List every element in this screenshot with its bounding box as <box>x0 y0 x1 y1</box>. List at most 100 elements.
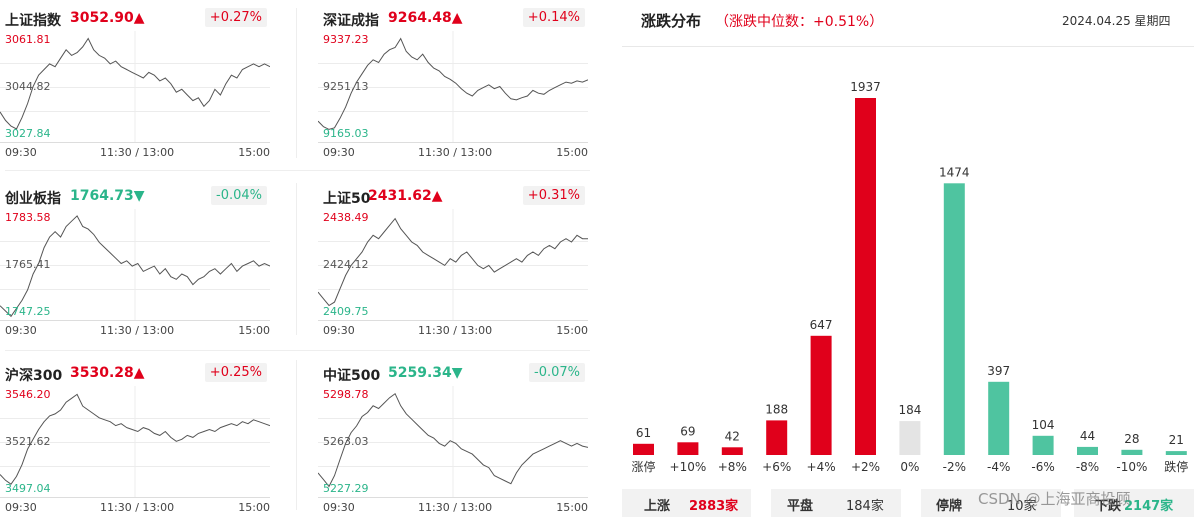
y-axis-low-label: 9165.03 <box>323 127 369 140</box>
bar[interactable] <box>1165 451 1187 455</box>
index-price-value: 9264.48 <box>388 10 452 26</box>
index-header: 深证成指 9264.48▲ +0.14% <box>318 5 588 29</box>
intraday-chart <box>318 31 588 143</box>
index-panel[interactable]: 上证50 2431.62▲ +0.31% 2438.49 2424.12 2409.75 0… <box>318 183 588 351</box>
x-axis-tick-label: 15:00 <box>556 501 588 514</box>
x-axis-tick-label: 11:30 / 13:00 <box>418 501 493 514</box>
stat-label: 下跌 <box>1095 499 1122 514</box>
index-panel[interactable]: 上证指数 3052.90▲ +0.27% 3061.81 3044.82 3027.84 0… <box>0 5 270 173</box>
bar-value-label: 647 <box>810 318 833 332</box>
intraday-chart <box>318 386 588 498</box>
x-axis-tick-label: 09:30 <box>5 146 37 159</box>
index-price: 3530.28▲ <box>70 365 145 381</box>
y-axis-mid-label: 9251.13 <box>323 80 369 93</box>
index-panel[interactable]: 中证500 5259.34▼ -0.07% 5298.78 5263.03 5227.29… <box>318 360 588 519</box>
x-axis-tick-label: +10% <box>670 460 707 474</box>
index-price-value: 1764.73 <box>70 188 134 204</box>
x-axis-tick-label: -4% <box>987 460 1010 474</box>
y-axis-high-label: 3061.81 <box>5 33 51 46</box>
bar[interactable] <box>943 183 965 456</box>
stat-value: 10家 <box>1007 499 1037 514</box>
index-change-badge: +0.14% <box>522 8 585 27</box>
x-axis-tick-label: 涨停 <box>631 459 655 474</box>
distribution-title: 涨跌分布 <box>641 12 702 30</box>
price-line <box>318 392 588 488</box>
bar-value-label: 397 <box>987 364 1010 378</box>
bar[interactable] <box>899 421 921 455</box>
index-header: 中证500 5259.34▼ -0.07% <box>318 360 588 384</box>
stat-value: 2147家 <box>1124 499 1174 514</box>
stat-label: 平盘 <box>787 499 814 514</box>
x-axis-tick-label: 0% <box>900 460 919 474</box>
stat-value: 184家 <box>846 499 884 514</box>
index-panel[interactable]: 深证成指 9264.48▲ +0.14% 9337.23 9251.13 9165.03 0… <box>318 5 588 173</box>
bar-value-label: 184 <box>898 403 921 417</box>
index-change-badge: -0.04% <box>211 186 267 205</box>
intraday-chart <box>318 209 588 321</box>
trading-date: 2024.04.25 星期四 <box>1062 14 1171 28</box>
bar[interactable] <box>810 335 832 455</box>
index-price-value: 2431.62 <box>368 188 432 204</box>
bar[interactable] <box>1032 435 1054 455</box>
bar-value-label: 42 <box>725 429 740 443</box>
bar-value-label: 61 <box>636 426 651 440</box>
column-divider <box>296 8 297 158</box>
x-axis-tick-label: 11:30 / 13:00 <box>100 146 175 159</box>
bar[interactable] <box>766 420 788 455</box>
price-line <box>0 215 270 318</box>
index-panel[interactable]: 创业板指 1764.73▼ -0.04% 1783.58 1765.41 1747.25 0… <box>0 183 270 351</box>
x-axis-tick-label: 11:30 / 13:00 <box>100 324 175 337</box>
x-axis-tick-label: 15:00 <box>556 146 588 159</box>
x-axis-tick-label: 15:00 <box>556 324 588 337</box>
bar-value-label: 188 <box>765 402 788 416</box>
x-axis-tick-label: 09:30 <box>5 501 37 514</box>
index-header: 上证指数 3052.90▲ +0.27% <box>0 5 270 29</box>
stat-box: 上涨 2883家 <box>622 489 751 517</box>
price-line <box>0 393 270 485</box>
intraday-chart <box>0 31 270 143</box>
row-divider <box>5 350 590 351</box>
arrow-up-icon: ▲ <box>451 10 463 26</box>
price-line <box>318 37 588 130</box>
index-price-value: 5259.34 <box>388 365 452 381</box>
bar[interactable] <box>721 447 743 455</box>
index-header: 沪深300 3530.28▲ +0.25% <box>0 360 270 384</box>
bar-value-label: 104 <box>1032 418 1055 432</box>
index-name: 创业板指 <box>5 191 61 207</box>
column-divider <box>296 183 297 335</box>
y-axis-high-label: 3546.20 <box>5 388 51 401</box>
y-axis-low-label: 3027.84 <box>5 127 51 140</box>
index-price: 2431.62▲ <box>368 188 443 204</box>
arrow-up-icon: ▲ <box>431 188 443 204</box>
intraday-chart <box>0 386 270 498</box>
bar[interactable] <box>633 443 654 455</box>
index-price: 9264.48▲ <box>388 10 463 26</box>
x-axis-tick-label: +6% <box>762 460 791 474</box>
index-panel[interactable]: 沪深300 3530.28▲ +0.25% 3546.20 3521.62 3497.04… <box>0 360 270 519</box>
y-axis-low-label: 2409.75 <box>323 305 369 318</box>
stat-value: 2883家 <box>689 499 739 514</box>
bar[interactable] <box>1077 446 1098 455</box>
x-axis-tick-label: 09:30 <box>5 324 37 337</box>
bar[interactable] <box>855 98 876 455</box>
x-axis-tick-label: +2% <box>851 460 880 474</box>
y-axis-high-label: 9337.23 <box>323 33 369 46</box>
index-change-badge: -0.07% <box>529 363 585 382</box>
y-axis-mid-label: 3044.82 <box>5 80 51 93</box>
x-axis-tick-label: 09:30 <box>323 501 355 514</box>
bar[interactable] <box>677 442 699 455</box>
x-axis-tick-label: 15:00 <box>238 146 270 159</box>
intraday-chart <box>0 209 270 321</box>
bar-value-label: 28 <box>1124 432 1139 446</box>
y-axis-low-label: 3497.04 <box>5 482 51 495</box>
x-axis-tick-label: -6% <box>1031 460 1054 474</box>
bar[interactable] <box>988 381 1010 455</box>
x-axis-tick-label: 跌停 <box>1164 459 1188 474</box>
index-price: 3052.90▲ <box>70 10 145 26</box>
bar[interactable] <box>1121 449 1143 455</box>
distribution-median: （涨跌中位数：+0.51%） <box>715 14 884 30</box>
arrow-up-icon: ▲ <box>133 365 145 381</box>
index-change-badge: +0.31% <box>522 186 585 205</box>
index-change-badge: +0.25% <box>204 363 267 382</box>
stat-label: 停牌 <box>936 499 963 514</box>
